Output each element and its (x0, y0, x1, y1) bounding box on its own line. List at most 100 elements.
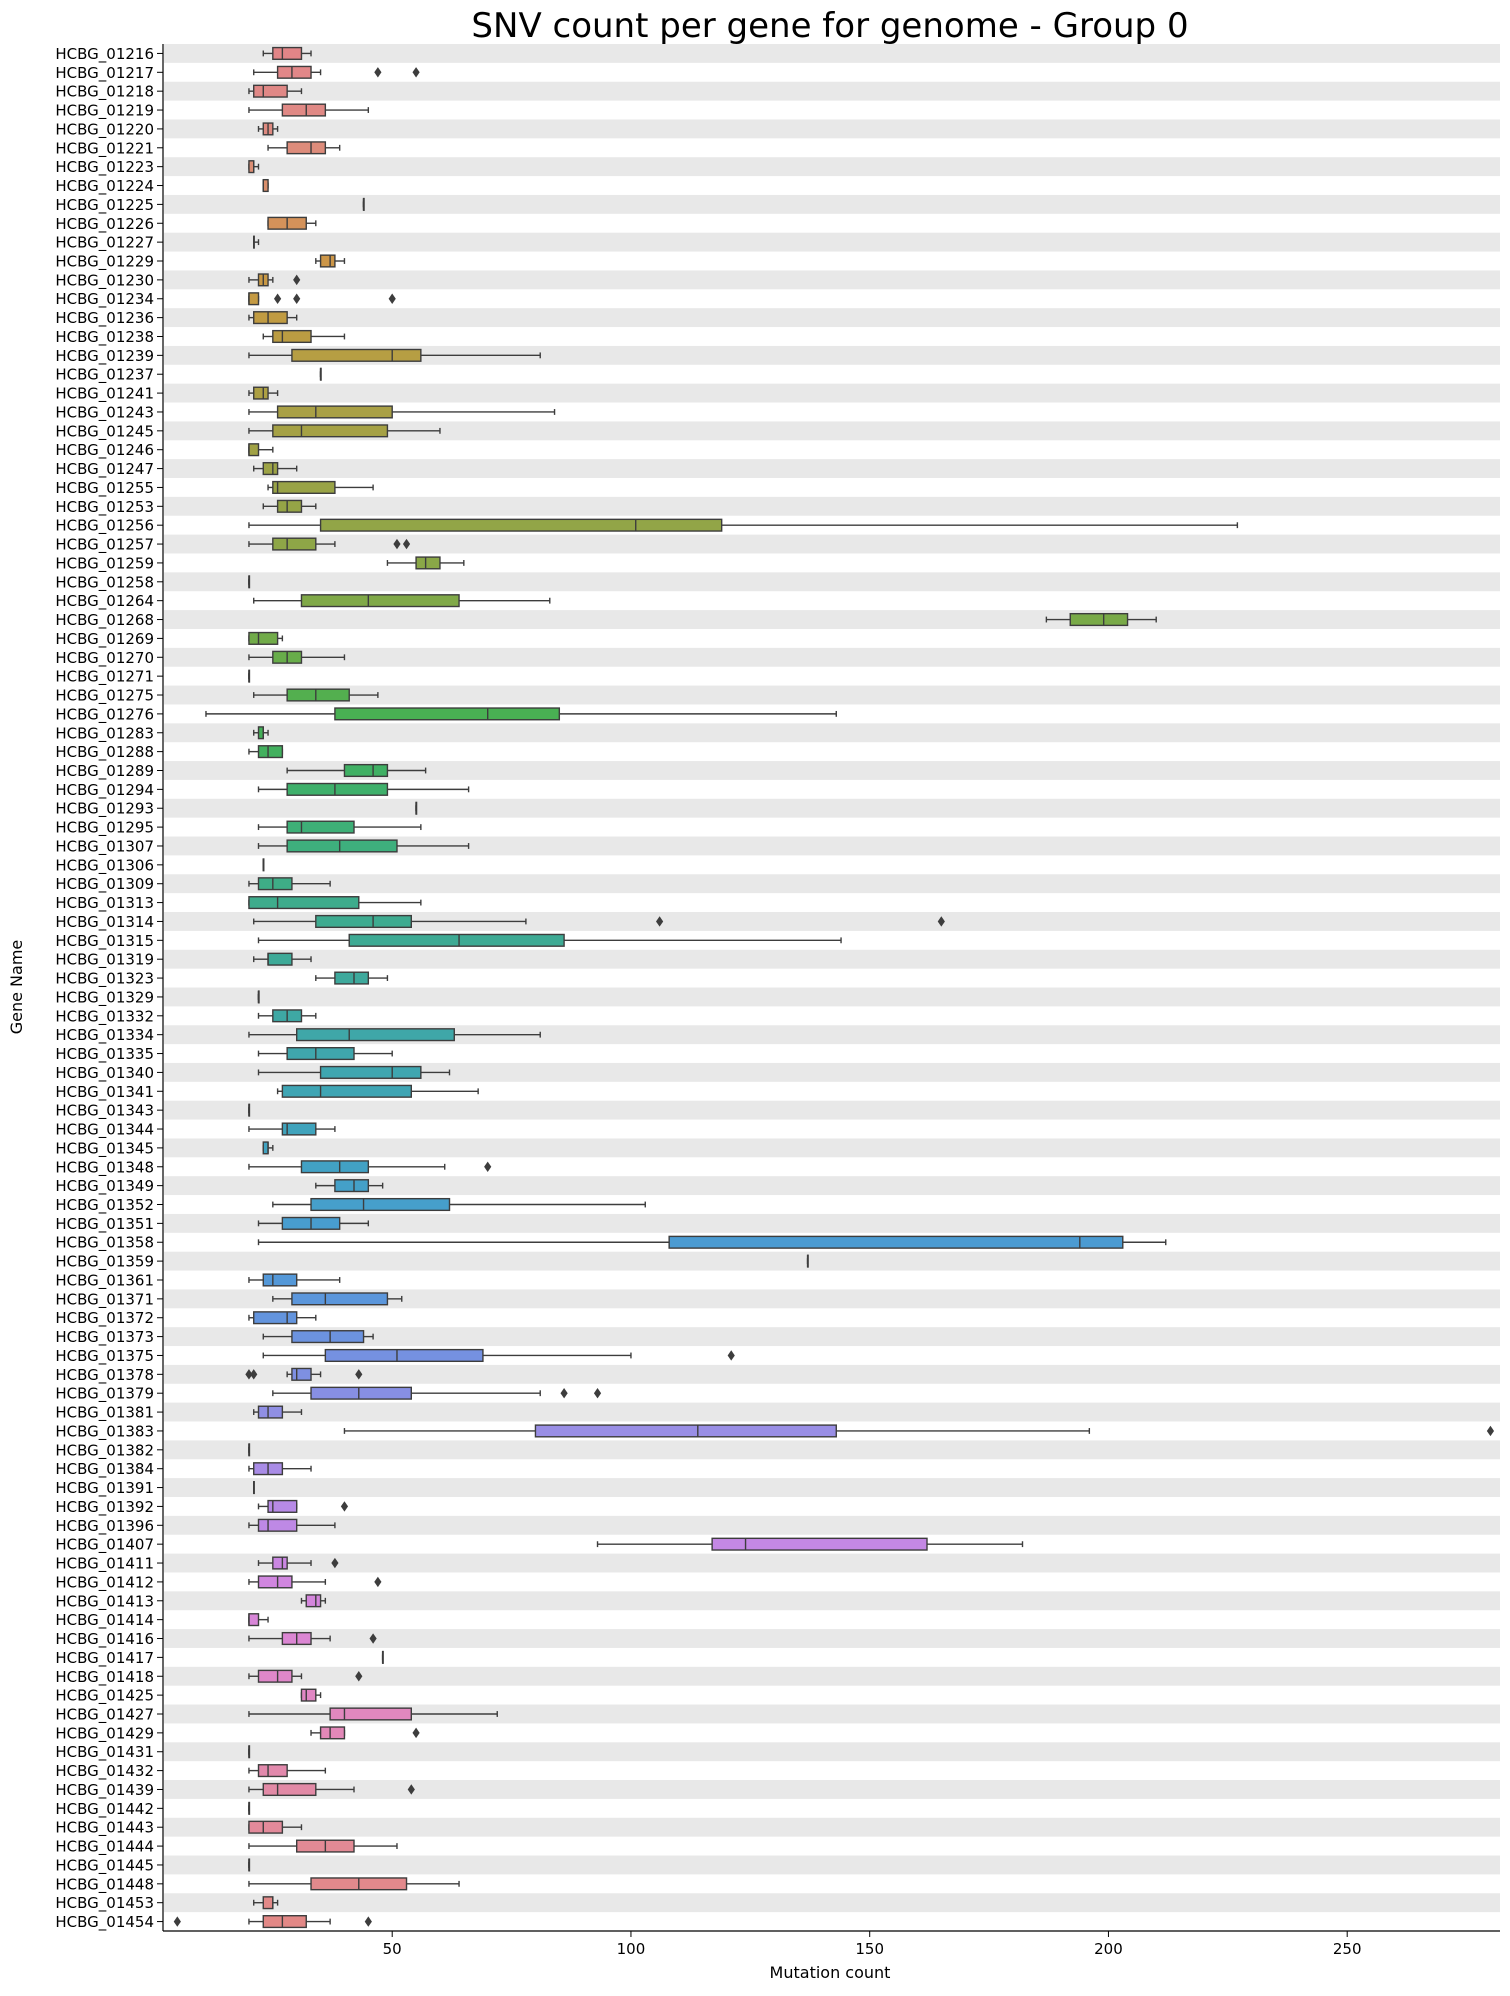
row-stripe (164, 1062, 1500, 1082)
iqr-box (324, 1348, 484, 1363)
iqr-box (300, 594, 460, 608)
y-tick-label: HCBG_01289 (55, 762, 154, 781)
y-tick-label: HCBG_01411 (55, 1555, 154, 1574)
y-tick-label: HCBG_01444 (55, 1838, 154, 1857)
gene-box-HCBG_01230 (248, 273, 301, 287)
y-tick-label: HCBG_01227 (55, 234, 154, 253)
outlier-point (374, 1576, 382, 1588)
gene-box-HCBG_01268 (1045, 612, 1157, 627)
y-tick-label: HCBG_01217 (55, 64, 154, 83)
y-tick-label: HCBG_01293 (55, 800, 154, 819)
outlier-point (937, 916, 945, 927)
y-tick-label: HCBG_01218 (55, 83, 154, 102)
row-stripe (164, 157, 1500, 177)
gene-box-HCBG_01229 (315, 254, 346, 268)
gene-box-HCBG_01340 (257, 1065, 451, 1079)
gene-box-HCBG_01234 (248, 292, 396, 306)
outlier-point (656, 916, 664, 927)
y-tick-label: HCBG_01407 (55, 1536, 154, 1555)
y-tick-label: HCBG_01427 (55, 1705, 154, 1724)
gene-box-HCBG_01359 (806, 1254, 809, 1268)
gene-box-HCBG_01271 (248, 669, 251, 683)
y-tick-label: HCBG_01345 (55, 1139, 154, 1158)
row-stripe (164, 1138, 1500, 1158)
gene-box-HCBG_01381 (253, 1405, 303, 1419)
iqr-box (319, 1065, 422, 1079)
y-tick-label: HCBG_01361 (55, 1271, 154, 1290)
y-tick-label: HCBG_01230 (55, 271, 154, 290)
gene-box-HCBG_01417 (381, 1650, 384, 1664)
outlier-point (560, 1388, 568, 1399)
outlier-point (355, 1369, 363, 1380)
row-stripe (164, 874, 1500, 894)
gene-box-HCBG_01217 (253, 65, 420, 79)
row-stripe (164, 1591, 1500, 1611)
iqr-box (534, 1424, 837, 1438)
iqr-box (319, 1726, 346, 1740)
y-tick-label: HCBG_01375 (55, 1347, 154, 1366)
iqr-box (276, 499, 303, 513)
iqr-box (291, 1367, 312, 1381)
iqr-box (415, 556, 441, 570)
iqr-box (319, 518, 723, 532)
iqr-box (257, 1669, 293, 1683)
gene-box-HCBG_01236 (248, 311, 298, 325)
gene-box-HCBG_01257 (248, 537, 411, 551)
outlier-point (412, 1727, 420, 1739)
gene-box-HCBG_01349 (315, 1179, 384, 1193)
row-stripe (164, 1327, 1500, 1347)
y-tick-label: HCBG_01270 (55, 649, 154, 668)
row-stripe (164, 685, 1500, 705)
row-stripe (164, 949, 1500, 969)
y-tick-label: HCBG_01314 (55, 913, 154, 932)
row-stripe (164, 1780, 1500, 1799)
y-tick-label: HCBG_01442 (55, 1800, 154, 1819)
y-tick-label: HCBG_01269 (55, 630, 154, 649)
gene-box-HCBG_01411 (257, 1556, 339, 1570)
gene-box-HCBG_01319 (253, 952, 312, 966)
gene-box-HCBG_01454 (173, 1915, 372, 1929)
row-stripe (164, 1742, 1500, 1762)
y-tick-label: HCBG_01283 (55, 724, 154, 743)
iqr-box (291, 1330, 365, 1344)
iqr-box (281, 103, 327, 117)
row-stripe (164, 1478, 1500, 1497)
gene-box-HCBG_01407 (596, 1537, 1024, 1551)
row-stripe (164, 798, 1500, 818)
iqr-box (310, 1197, 451, 1212)
y-tick-label: HCBG_01344 (55, 1121, 154, 1140)
row-stripe (164, 1251, 1500, 1271)
gene-box-HCBG_01352 (272, 1197, 646, 1212)
gene-box-HCBG_01351 (257, 1216, 370, 1230)
outlier-point (388, 293, 396, 304)
gene-box-HCBG_01329 (257, 990, 260, 1004)
iqr-box (272, 329, 312, 344)
gene-box-HCBG_01453 (253, 1896, 279, 1910)
y-tick-label: HCBG_01332 (55, 1007, 154, 1026)
row-stripe (164, 496, 1500, 516)
y-tick-label: HCBG_01425 (55, 1687, 154, 1706)
y-tick-label: HCBG_01381 (55, 1404, 154, 1423)
y-tick-label: HCBG_01358 (55, 1234, 154, 1253)
iqr-box (305, 1594, 322, 1608)
y-axis-ticks: HCBG_01216HCBG_01217HCBG_01218HCBG_01219… (55, 45, 163, 1932)
gene-box-HCBG_01375 (262, 1348, 735, 1363)
iqr-box (668, 1235, 1124, 1249)
iqr-box (286, 820, 355, 834)
gene-box-HCBG_01444 (248, 1839, 398, 1853)
iqr-box (334, 1179, 370, 1193)
gene-box-HCBG_01241 (248, 386, 279, 400)
gene-box-HCBG_01443 (248, 1820, 303, 1834)
iqr-box (272, 424, 389, 438)
iqr-box (248, 1613, 260, 1627)
x-tick-label: 150 (855, 1940, 884, 1958)
outlier-point (412, 67, 420, 78)
row-stripe (164, 1629, 1500, 1648)
iqr-box (711, 1537, 928, 1551)
y-tick-label: HCBG_01253 (55, 498, 154, 517)
outlier-point (402, 538, 411, 550)
row-stripe (164, 1553, 1500, 1573)
row-stripe (164, 1704, 1500, 1724)
outlier-point (250, 1369, 258, 1380)
outlier-point (369, 1633, 377, 1644)
